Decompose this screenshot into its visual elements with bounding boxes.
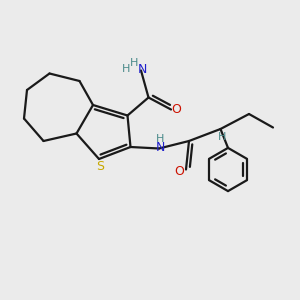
Text: H: H xyxy=(122,64,130,74)
Text: H: H xyxy=(130,58,139,68)
Text: N: N xyxy=(156,141,165,154)
Text: S: S xyxy=(97,160,104,173)
Text: O: O xyxy=(172,103,181,116)
Text: H: H xyxy=(156,134,165,145)
Text: N: N xyxy=(138,63,147,76)
Text: O: O xyxy=(175,165,184,178)
Text: H: H xyxy=(218,132,226,142)
